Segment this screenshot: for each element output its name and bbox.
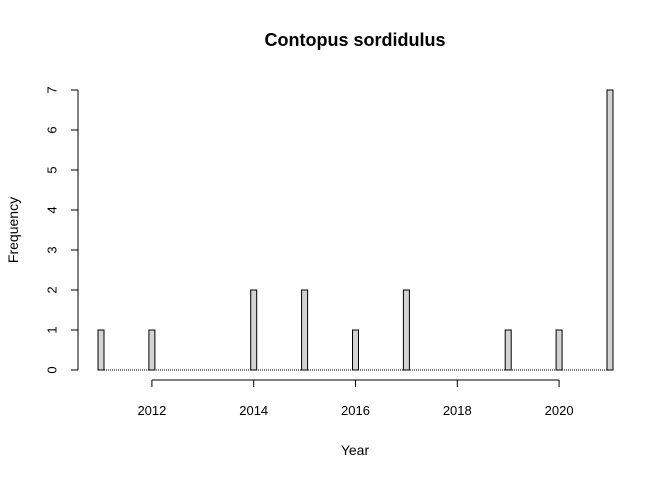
bar-2020	[555, 329, 563, 371]
x-tick-label-2014: 2014	[239, 403, 268, 418]
bar-2016	[352, 329, 359, 371]
y-tick-label-5: 5	[45, 166, 60, 173]
bar-2019	[504, 329, 512, 371]
y-tick-label-7: 7	[45, 86, 60, 93]
chart-title: Contopus sordidulus	[265, 30, 446, 50]
y-tick-label-1: 1	[45, 326, 60, 333]
y-tick-label-3: 3	[45, 246, 60, 253]
x-tick-label-2016: 2016	[341, 403, 370, 418]
bar-2017	[402, 289, 410, 371]
x-tick-label-2020: 2020	[545, 403, 574, 418]
y-tick-label-6: 6	[45, 126, 60, 133]
x-axis-label: Year	[341, 442, 370, 458]
bar-2012	[148, 329, 156, 371]
y-tick-label-0: 0	[45, 366, 60, 373]
bar-2021	[606, 89, 614, 371]
bar-2015	[301, 289, 309, 371]
bar-2011	[97, 329, 105, 371]
y-tick-label-4: 4	[45, 206, 60, 213]
x-tick-label-2018: 2018	[443, 403, 472, 418]
y-axis: 0 1 2 3 4 5 6 7	[45, 86, 79, 374]
bar-2014	[250, 289, 258, 371]
x-tick-label-2012: 2012	[137, 403, 166, 418]
bars-group	[97, 89, 614, 371]
y-tick-label-2: 2	[45, 286, 60, 293]
y-axis-label: Frequency	[5, 197, 21, 263]
x-axis: 2012 2014 2016 2018 2020	[137, 379, 574, 418]
